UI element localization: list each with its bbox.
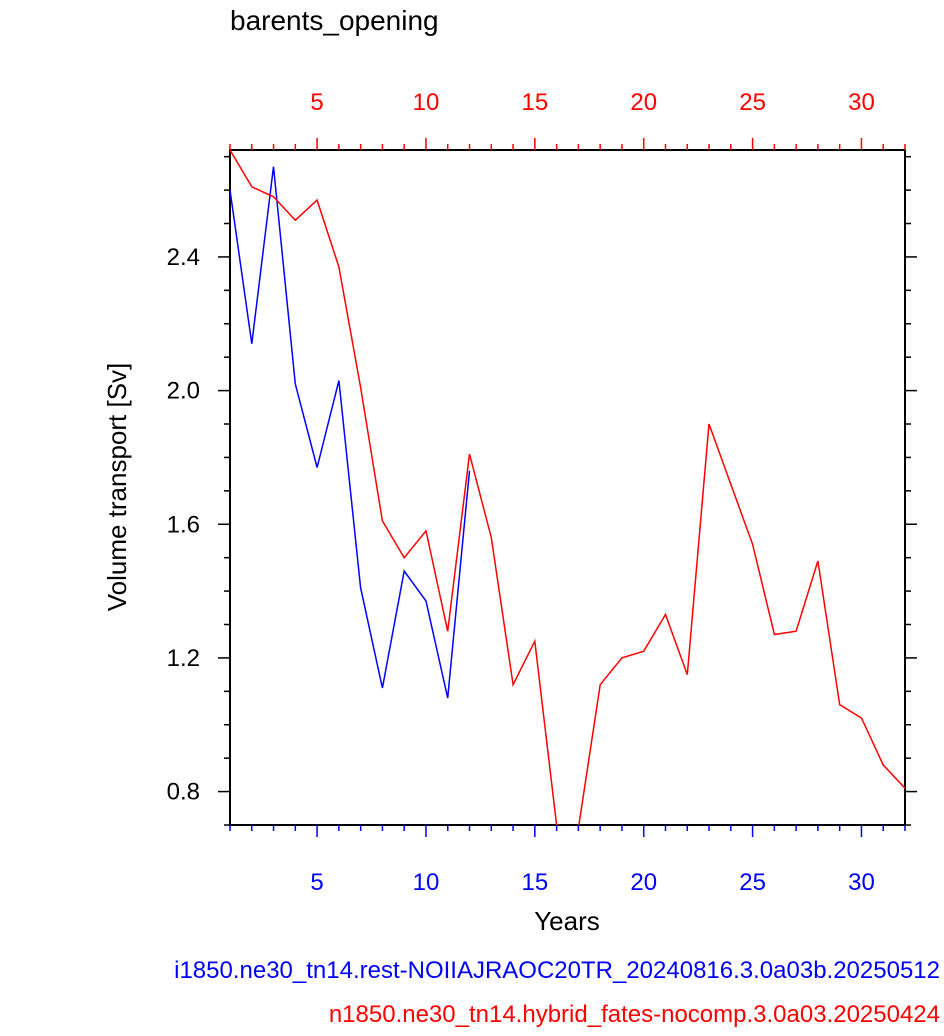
legend: i1850.ne30_tn14.rest-NOIIAJRAOC20TR_2024… bbox=[174, 957, 940, 1028]
x-tick-label-bottom: 5 bbox=[310, 869, 323, 896]
legend-entry-red: n1850.ne30_tn14.hybrid_fates-nocomp.3.0a… bbox=[329, 1001, 940, 1028]
x-tick-label-bottom: 30 bbox=[848, 869, 875, 896]
series-line-red bbox=[230, 150, 905, 825]
chart-title: barents_opening bbox=[230, 5, 439, 36]
y-tick-label: 1.2 bbox=[167, 645, 200, 672]
axes bbox=[229, 149, 906, 826]
tick-labels: 5 10 15 20 25 30 5 10 15 20 25 30 0.8 1.2 1.6 2.0 2.4 bbox=[167, 89, 875, 896]
plot-frame bbox=[229, 149, 906, 826]
x-axis-title: Years bbox=[534, 906, 600, 936]
x-tick-label-top: 25 bbox=[739, 89, 766, 116]
y-tick-label: 2.0 bbox=[167, 378, 200, 405]
y-axis-title: Volume transport [Sv] bbox=[102, 363, 132, 612]
x-tick-label-bottom: 15 bbox=[521, 869, 548, 896]
x-tick-label-top: 5 bbox=[310, 89, 323, 116]
x-tick-label-bottom: 20 bbox=[630, 869, 657, 896]
x-tick-label-top: 30 bbox=[848, 89, 875, 116]
legend-entry-blue: i1850.ne30_tn14.rest-NOIIAJRAOC20TR_2024… bbox=[174, 957, 940, 984]
y-tick-label: 2.4 bbox=[167, 244, 200, 271]
x-tick-label-bottom: 10 bbox=[413, 869, 440, 896]
series-lines bbox=[230, 150, 905, 825]
x-tick-label-top: 20 bbox=[630, 89, 657, 116]
y-tick-label: 1.6 bbox=[167, 511, 200, 538]
x-tick-label-top: 15 bbox=[521, 89, 548, 116]
ticks bbox=[218, 138, 917, 837]
y-tick-label: 0.8 bbox=[167, 779, 200, 806]
series-line-blue bbox=[230, 166, 471, 699]
x-tick-label-bottom: 25 bbox=[739, 869, 766, 896]
x-tick-label-top: 10 bbox=[413, 89, 440, 116]
